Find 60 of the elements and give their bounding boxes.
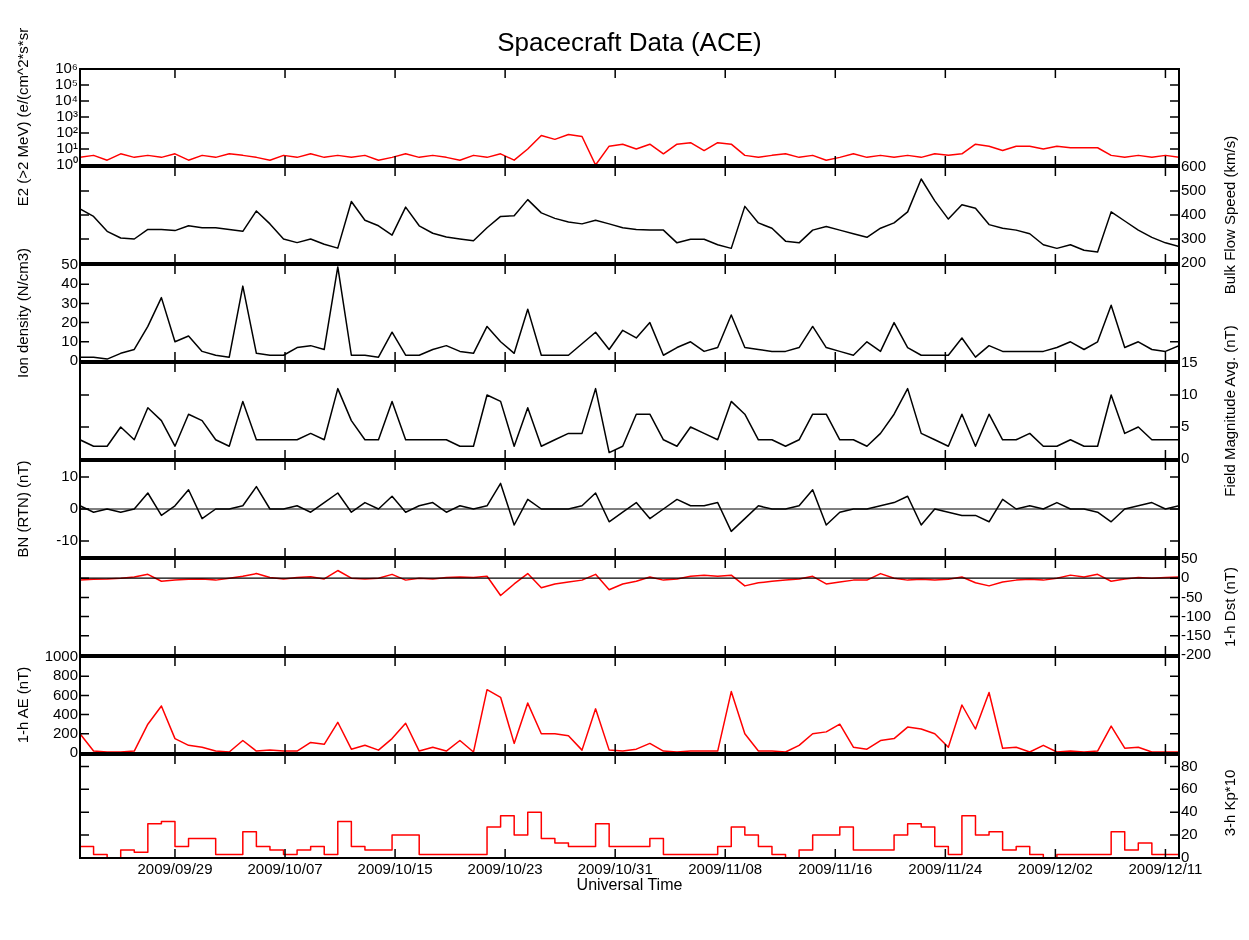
y-tick-label: 10⁵: [55, 75, 78, 93]
y-tick-label: 1000: [44, 647, 78, 665]
y-tick-label: 800: [52, 666, 78, 684]
y2-tick-label: 50: [1181, 549, 1198, 567]
y-axis-title: BN (RTN) (nT): [13, 460, 31, 558]
y-tick-label: 10⁴: [54, 91, 78, 109]
y2-tick-label: 60: [1181, 779, 1198, 797]
y2-tick-label: 10: [1181, 385, 1198, 403]
y-tick-label: 10³: [56, 107, 78, 125]
y2-tick-label: 0: [1181, 449, 1190, 467]
y-tick-label: 10¹: [56, 139, 78, 157]
y2-axis-title: 3-h Kp*10: [1220, 769, 1238, 837]
y2-tick-label: 5: [1181, 417, 1190, 435]
y2-tick-label: 600: [1181, 157, 1207, 175]
y-tick-label: 10⁰: [56, 155, 78, 173]
x-tick-label: 2009/12/02: [1017, 860, 1093, 878]
y-tick-label: 0: [69, 499, 78, 517]
y2-tick-label: 300: [1181, 229, 1207, 247]
x-tick-label: 2009/10/07: [247, 860, 323, 878]
chart-title: Spacecraft Data (ACE): [497, 27, 762, 57]
y-tick-label: 0: [69, 351, 78, 369]
y-tick-label: -10: [56, 531, 78, 549]
x-tick-label: 2009/10/23: [467, 860, 543, 878]
y-tick-label: 30: [61, 293, 78, 311]
y2-axis-title: 1-h Dst (nT): [1220, 566, 1238, 648]
y-tick-label: 200: [52, 723, 78, 741]
y2-tick-label: 0: [1181, 568, 1190, 586]
y2-axis-title: Bulk Flow Speed (km/s): [1220, 135, 1238, 295]
y-tick-label: 0: [69, 743, 78, 761]
y2-tick-label: 80: [1181, 756, 1198, 774]
x-tick-label: 2009/11/16: [798, 860, 873, 878]
x-axis-title: Universal Time: [575, 876, 684, 894]
y-axis-title: Ion density (N/cm3): [13, 247, 31, 379]
y-tick-label: 400: [52, 704, 78, 722]
y2-tick-label: -50: [1181, 587, 1203, 605]
x-tick-label: 2009/09/29: [137, 860, 213, 878]
y-axis-title: 1-h AE (nT): [13, 666, 31, 744]
y2-axis-title: Field Magnitude Avg. (nT): [1220, 325, 1238, 497]
x-tick-label: 2009/11/08: [688, 860, 763, 878]
y2-tick-label: 15: [1181, 353, 1198, 371]
y-tick-label: 10: [61, 467, 78, 485]
y2-tick-label: -200: [1181, 645, 1212, 663]
y-tick-label: 50: [61, 255, 78, 273]
y-tick-label: 10⁶: [55, 59, 78, 77]
y2-tick-label: 200: [1181, 253, 1207, 271]
y-axis-title: E2 (>2 MeV) (e/(cm^2*s*sr: [13, 27, 31, 207]
y2-tick-label: 400: [1181, 205, 1207, 223]
y2-tick-label: -150: [1181, 625, 1212, 643]
y-tick-label: 40: [61, 274, 78, 292]
y2-tick-label: 500: [1181, 181, 1207, 199]
y2-tick-label: 40: [1181, 802, 1198, 820]
x-tick-label: 2009/10/15: [357, 860, 433, 878]
y2-tick-label: -100: [1181, 606, 1212, 624]
x-tick-label: 2009/10/31: [577, 860, 653, 878]
y-tick-label: 10: [61, 331, 78, 349]
y2-tick-label: 20: [1181, 825, 1198, 843]
x-tick-label: 2009/11/24: [908, 860, 983, 878]
y-tick-label: 10²: [56, 123, 78, 141]
y-tick-label: 600: [52, 685, 78, 703]
y-tick-label: 20: [61, 312, 78, 330]
